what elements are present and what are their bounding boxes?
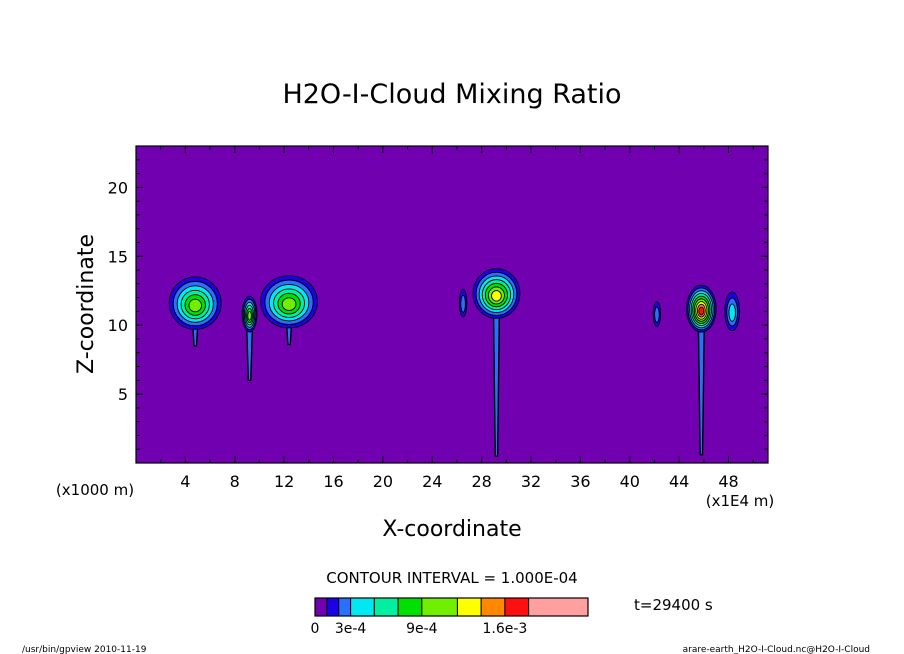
colorbar-label: 0 <box>311 621 320 637</box>
x-tick-label: 4 <box>180 472 190 491</box>
colorbar-swatch <box>350 597 375 617</box>
y-tick-label: 10 <box>108 316 128 335</box>
colorbar-swatch <box>456 597 482 617</box>
x-tick-label: 32 <box>521 472 541 491</box>
x-tick-label: 48 <box>718 472 738 491</box>
colorbar-swatch <box>314 597 328 617</box>
cloud-6 <box>652 301 662 328</box>
x-unit-right: (x1E4 m) <box>706 492 775 510</box>
cloud-8 <box>724 291 741 332</box>
plot-area <box>135 145 769 464</box>
contour-level-3 <box>728 303 736 322</box>
x-tick-label: 40 <box>620 472 640 491</box>
y-tick-label: 15 <box>108 247 128 266</box>
plot-background <box>136 146 768 463</box>
colorbar-swatch <box>528 597 589 617</box>
cloud-3 <box>260 275 318 346</box>
x-tick-label: 16 <box>323 472 343 491</box>
x-tick-label: 28 <box>471 472 491 491</box>
x-tick-label: 12 <box>274 472 294 491</box>
colorbar-label: 9e-4 <box>406 621 438 637</box>
colorbar-swatch <box>421 597 458 617</box>
colorbar-swatch <box>373 597 399 617</box>
x-unit-left: (x1000 m) <box>56 481 134 499</box>
contour-level-2 <box>654 306 660 323</box>
colorbar-swatch <box>504 597 530 617</box>
cloud-1 <box>168 276 222 347</box>
cloud-contours <box>168 268 741 457</box>
contour-level-9 <box>698 306 705 316</box>
footer-left: /usr/bin/gpview 2010-11-19 <box>22 645 147 654</box>
y-axis-label: Z-coordinate <box>74 234 99 374</box>
colorbar-swatch <box>326 597 340 617</box>
cloud-4 <box>458 288 468 318</box>
colorbar-swatch <box>338 597 352 617</box>
x-tick-labels: 4 8 12 16 20 24 28 32 36 40 44 48 <box>180 472 738 491</box>
cloud-7 <box>686 284 717 456</box>
footer-right: arare-earth_H2O-I-Cloud.nc@H2O-I-Cloud <box>683 645 870 654</box>
y-tick-labels: 5 10 15 20 <box>108 178 128 404</box>
x-tick-label: 44 <box>669 472 689 491</box>
chart-title: H2O-I-Cloud Mixing Ratio <box>282 79 621 110</box>
contour-interval-text: CONTOUR INTERVAL = 1.000E-04 <box>326 569 577 587</box>
contour-level-2 <box>460 294 466 313</box>
colorbar <box>314 597 589 617</box>
colorbar-frame <box>314 597 589 617</box>
y-tick-label: 20 <box>108 178 128 197</box>
x-tick-label: 20 <box>373 472 393 491</box>
cloud-stem <box>697 319 706 456</box>
x-axis-label: X-coordinate <box>382 517 521 542</box>
colorbar-swatch <box>480 597 506 617</box>
contour-level-6 <box>247 310 252 321</box>
cloud-5 <box>472 268 521 457</box>
y-tick-label: 5 <box>118 385 128 404</box>
contour-level-7 <box>491 290 502 302</box>
plot-frame <box>135 145 769 464</box>
contour-level-6 <box>281 297 297 311</box>
colorbar-label: 3e-4 <box>335 621 367 637</box>
time-label: t=29400 s <box>634 596 713 614</box>
contour-level-6 <box>188 298 202 313</box>
axis-ticks <box>136 146 768 463</box>
x-tick-label: 24 <box>422 472 442 491</box>
cloud-stem <box>492 305 501 457</box>
x-tick-label: 8 <box>230 472 240 491</box>
x-tick-label: 36 <box>570 472 590 491</box>
colorbar-swatch <box>397 597 423 617</box>
cloud-2 <box>241 295 258 382</box>
colorbar-labels: 0 3e-4 9e-4 1.6e-3 <box>311 621 528 637</box>
colorbar-label: 1.6e-3 <box>482 621 527 637</box>
